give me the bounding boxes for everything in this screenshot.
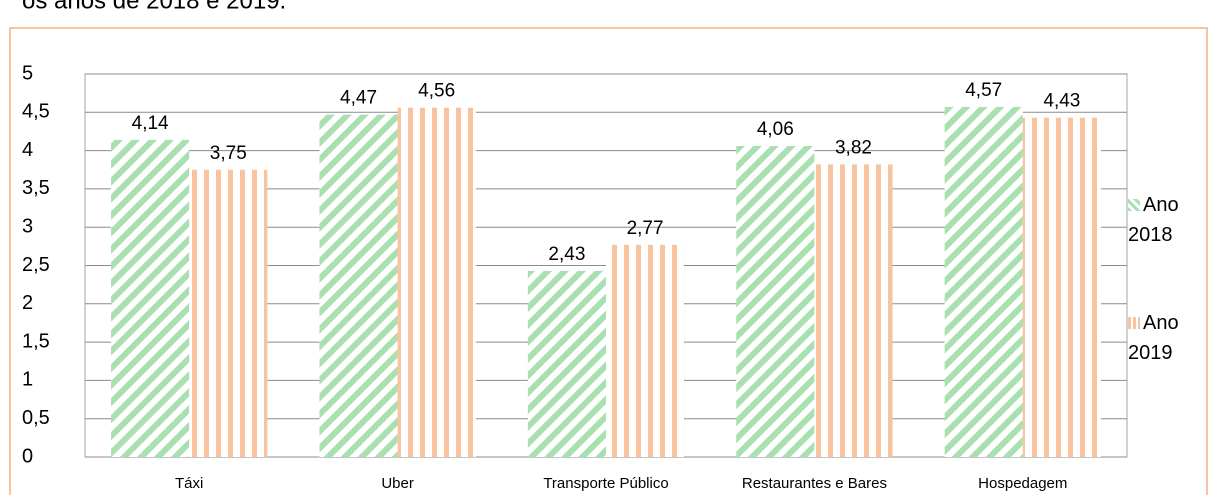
legend-item: Ano 2019	[1128, 308, 1208, 368]
y-tick-label: 3,5	[22, 177, 50, 199]
x-tick-label: Transporte Público	[543, 475, 668, 492]
bar	[606, 244, 685, 457]
y-tick-label: 2	[22, 292, 33, 314]
bar	[111, 139, 190, 457]
chart-border	[9, 27, 1208, 495]
bar	[814, 164, 893, 457]
legend-label: Ano 2018	[1128, 194, 1179, 246]
data-label: 4,06	[757, 119, 794, 140]
data-label: 4,56	[418, 81, 455, 102]
x-tick-label: Hospedagem	[978, 475, 1067, 492]
bar	[397, 107, 476, 457]
bar	[319, 114, 398, 458]
legend-item: Ano 2018	[1128, 190, 1208, 250]
y-tick-label: 1	[22, 369, 33, 391]
bar	[189, 169, 268, 457]
y-tick-label: 4	[22, 139, 33, 161]
y-tick-label: 3	[22, 215, 33, 237]
data-label: 2,43	[548, 244, 585, 265]
data-label: 2,77	[627, 218, 664, 239]
y-tick-label: 5	[22, 62, 33, 84]
data-label: 4,47	[340, 88, 377, 109]
y-tick-label: 0	[22, 445, 33, 467]
legend-swatch	[1128, 317, 1140, 329]
legend-swatch	[1128, 199, 1140, 211]
y-tick-label: 2,5	[22, 254, 50, 276]
x-tick-label: Uber	[381, 475, 414, 492]
y-tick-label: 4,5	[22, 101, 50, 123]
x-tick-label: Táxi	[175, 475, 203, 492]
y-tick-label: 0,5	[22, 407, 50, 429]
bar	[527, 270, 606, 457]
chart-title: os anos de 2018 e 2019.	[22, 0, 286, 14]
bar	[736, 146, 815, 457]
legend-label: Ano 2019	[1128, 312, 1179, 364]
data-label: 3,82	[835, 137, 872, 158]
data-label: 4,14	[132, 113, 169, 134]
data-label: 3,75	[210, 143, 247, 164]
y-tick-label: 1,5	[22, 330, 50, 352]
bar	[1022, 117, 1101, 458]
data-label: 4,57	[965, 80, 1002, 101]
bar	[944, 106, 1023, 458]
data-label: 4,43	[1043, 91, 1080, 112]
x-tick-label: Restaurantes e Bares	[742, 475, 887, 492]
